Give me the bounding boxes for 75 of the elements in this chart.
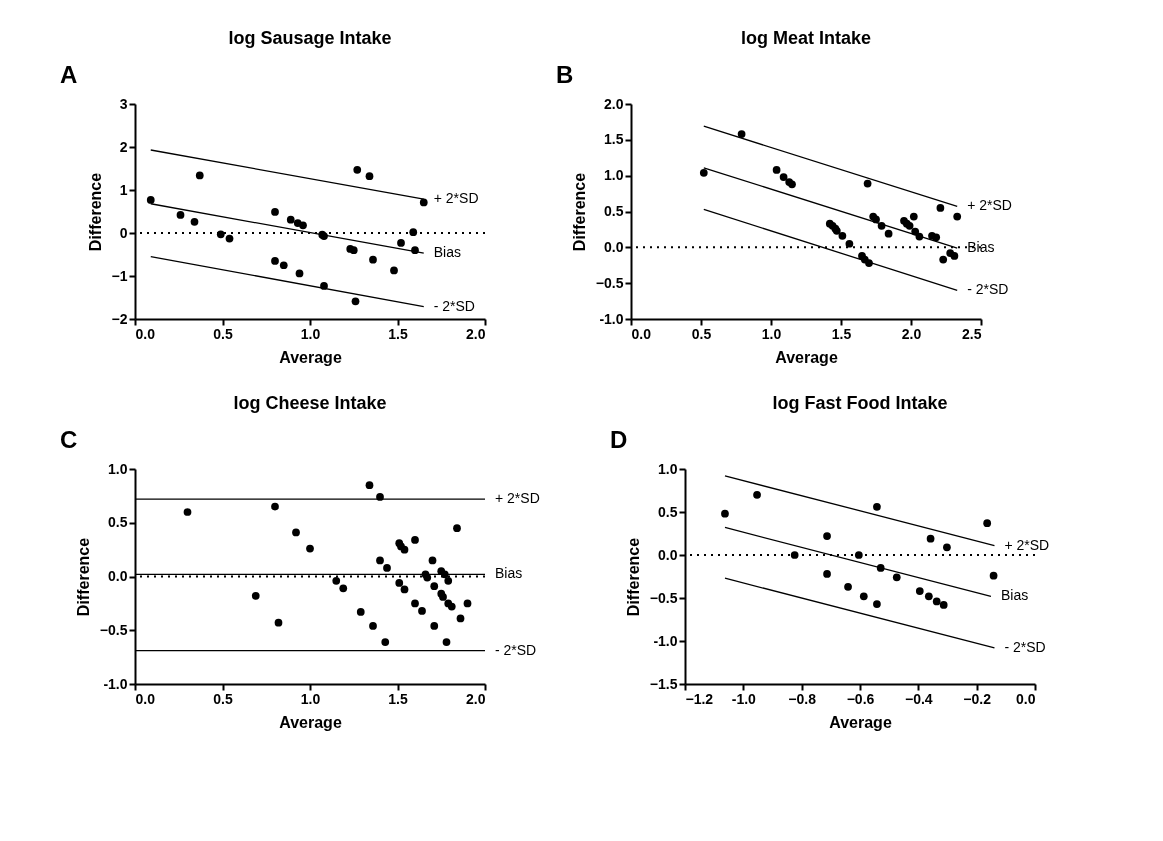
y-tick-label: 1.5 [604,131,624,148]
series-label: - 2*SD [433,297,475,314]
x-tick-label: 1.5 [831,325,852,342]
y-tick-label: −1.5 [649,675,678,692]
x-tick-label: 0.5 [213,325,233,342]
y-tick-label: −0.5 [649,589,678,606]
chart-title: log Fast Food Intake [772,393,948,413]
y-tick-label: 2 [119,138,128,155]
series-label: + 2*SD [967,197,1012,214]
y-tick-label: 0 [119,224,128,241]
y-axis-title: Difference [86,172,104,252]
y-tick-label: -1.0 [653,632,678,649]
x-tick-label: 0.0 [135,325,156,342]
x-tick-label: 1.0 [761,325,782,342]
y-tick-label: 0.5 [658,503,678,520]
x-tick-label: 1.5 [388,690,408,707]
ref-line-label: + 2*SD [495,490,540,507]
y-tick-label: −2 [111,310,128,327]
ref-line-label: Bias [495,565,523,582]
chart-title: log Meat Intake [740,28,872,48]
x-tick-label: −0.6 [846,690,875,707]
y-tick-label: 0.0 [108,568,128,584]
y-tick-label: 1 [119,181,128,198]
y-tick-label: −0.5 [99,621,128,638]
y-axis-title: Difference [74,537,92,617]
x-tick-label: 1.5 [388,325,408,342]
y-tick-label: 0.0 [604,238,624,255]
y-tick-label: −1 [111,267,128,284]
series-label: - 2*SD [1004,638,1046,655]
x-tick-label: −0.2 [963,690,992,707]
text: D [610,426,628,453]
x-tick-label: 0.0 [135,690,156,707]
ref-line-label: - 2*SD [495,641,537,658]
text: C [60,426,78,453]
x-tick-label: 2.0 [901,325,922,342]
series-label: + 2*SD [433,190,479,207]
series-label: Bias [1000,587,1029,604]
x-tick-label: 1.0 [300,325,321,342]
y-tick-label: 0.5 [604,203,624,219]
x-tick-label: 0.5 [213,690,233,707]
x-tick-label: 0.0 [1016,690,1036,707]
y-tick-label: 1.0 [108,460,128,477]
text: B [556,61,574,88]
x-tick-label: 2.0 [466,690,486,707]
x-tick-label: −0.4 [905,690,933,707]
y-tick-label: 1.0 [658,460,678,477]
text: A [60,61,78,88]
x-tick-label: 1.0 [300,690,321,707]
x-axis-title: Average [279,713,342,731]
series-label: Bias [433,244,461,261]
y-tick-label: 3 [119,95,128,112]
x-tick-label: 2.0 [466,325,486,342]
series-label: + 2*SD [1004,536,1050,553]
x-tick-label: 0.5 [691,325,712,342]
y-tick-label: 0.5 [108,514,128,531]
y-tick-label: 1.0 [604,167,624,184]
x-tick-label: −0.8 [788,690,817,707]
chart-title: log Cheese Intake [233,393,387,413]
x-axis-title: Average [775,348,838,366]
y-tick-label: -1.0 [103,675,128,692]
x-tick-label: −1.2 [685,690,714,707]
y-tick-label: -1.0 [599,310,624,327]
y-tick-label: 2.0 [604,95,624,112]
y-tick-label: 0.0 [658,546,678,563]
y-axis-title: Difference [624,537,642,617]
series-label: Bias [967,239,995,256]
x-axis-title: Average [829,713,892,731]
y-axis-title: Difference [570,172,588,252]
series-label: - 2*SD [967,281,1009,298]
x-tick-label: 2.5 [962,325,982,342]
chart-title: log Sausage Intake [228,28,392,48]
x-axis-title: Average [279,348,342,366]
x-tick-label: -1.0 [731,690,757,707]
y-tick-label: −0.5 [595,274,624,291]
x-tick-label: 0.0 [631,325,652,342]
